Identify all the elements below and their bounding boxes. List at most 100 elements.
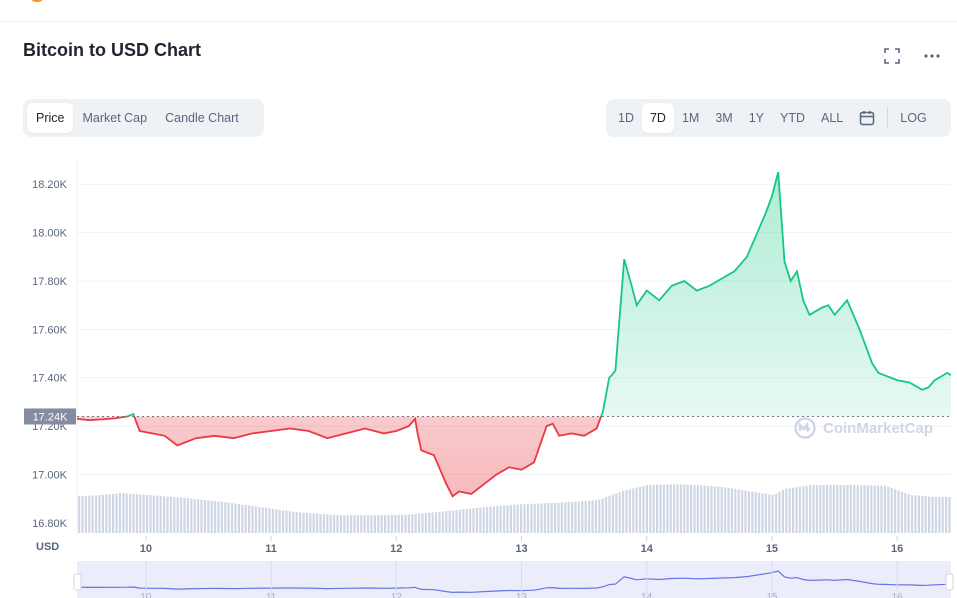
- volume-bar: [394, 514, 397, 533]
- volume-bar: [720, 486, 723, 533]
- volume-bar: [642, 486, 645, 533]
- volume-bar: [486, 506, 489, 533]
- volume-bar: [98, 495, 101, 533]
- volume-bar: [877, 485, 880, 533]
- range-ytd[interactable]: YTD: [780, 111, 806, 125]
- volume-bar: [176, 497, 179, 533]
- volume-bar: [142, 494, 145, 533]
- volume-bar: [679, 484, 682, 533]
- volume-bar: [180, 497, 183, 533]
- coinmarketcap-logo-icon: [794, 417, 816, 439]
- volume-bar: [554, 502, 557, 533]
- y-tick-label: 18.00K: [32, 228, 68, 240]
- volume-bar: [931, 496, 934, 533]
- volume-bar: [550, 502, 553, 533]
- volume-bar: [724, 487, 727, 533]
- volume-bar: [812, 485, 815, 533]
- volume-bar: [540, 503, 543, 533]
- price-area-up: [127, 172, 951, 417]
- log-scale-toggle[interactable]: LOG: [900, 111, 927, 125]
- volume-bar: [574, 501, 577, 533]
- volume-bar: [377, 515, 380, 533]
- tab-price[interactable]: Price: [27, 103, 74, 133]
- volume-bar: [326, 514, 329, 533]
- volume-bar: [173, 497, 176, 533]
- volume-bar: [934, 497, 937, 533]
- volume-bar: [785, 488, 788, 533]
- navigator-tick-label: 12: [391, 592, 403, 598]
- navigator[interactable]: 10 11 12 13 14 15 16: [73, 561, 954, 598]
- volume-bar: [737, 489, 740, 533]
- volume-bar: [190, 498, 193, 533]
- range-1y[interactable]: 1Y: [748, 111, 765, 125]
- range-7d[interactable]: 7D: [641, 103, 674, 133]
- volume-bar: [231, 503, 234, 533]
- volume-bar: [401, 514, 404, 533]
- calendar-icon[interactable]: [851, 103, 883, 133]
- baseline-label: 17.24K: [24, 408, 76, 425]
- tab-market-cap[interactable]: Market Cap: [82, 111, 148, 125]
- navigator-left-handle[interactable]: [73, 573, 82, 591]
- range-all[interactable]: ALL: [821, 111, 844, 125]
- volume-bar: [200, 499, 203, 533]
- volume-bar: [237, 504, 240, 533]
- volume-bar: [258, 506, 261, 533]
- volume-bar: [713, 486, 716, 533]
- volume-bar: [166, 496, 169, 533]
- navigator-right-handle[interactable]: [945, 573, 954, 591]
- volume-bar: [482, 507, 485, 533]
- volume-bar: [224, 502, 227, 533]
- volume-bar: [734, 488, 737, 533]
- volume-bar: [448, 510, 451, 533]
- price-chart[interactable]: 18.20K18.00K17.80K17.60K17.40K17.20K17.0…: [0, 150, 957, 598]
- volume-bar: [520, 504, 523, 533]
- volume-bar: [421, 513, 424, 533]
- more-horizontal-icon[interactable]: [920, 44, 944, 68]
- volume-bar: [924, 496, 927, 533]
- x-tick-label: 11: [265, 543, 277, 555]
- volume-bar: [210, 500, 213, 533]
- volume-bar: [673, 484, 676, 533]
- volume-bar: [115, 493, 118, 533]
- volume-bar: [152, 495, 155, 533]
- volume-bar: [849, 485, 852, 533]
- volume-bar: [860, 485, 863, 533]
- volume-bar: [707, 485, 710, 533]
- volume-bar: [622, 490, 625, 533]
- volume-bar: [584, 500, 587, 533]
- volume-bar: [543, 503, 546, 533]
- volume-bar: [917, 495, 920, 533]
- x-tick-label: 15: [766, 543, 778, 555]
- volume-bar: [129, 493, 132, 533]
- volume-bar: [669, 484, 672, 533]
- volume-bar: [268, 508, 271, 533]
- range-1m[interactable]: 1M: [681, 111, 700, 125]
- volume-bar: [560, 502, 563, 533]
- volume-bar: [418, 513, 421, 533]
- volume-bar: [819, 485, 822, 533]
- volume-bar: [288, 511, 291, 533]
- volume-bar: [163, 496, 166, 533]
- volume-bar: [754, 492, 757, 533]
- svg-text:17.24K: 17.24K: [33, 411, 69, 423]
- volume-bar: [380, 515, 383, 533]
- volume-bar: [894, 489, 897, 533]
- volume-bar: [792, 487, 795, 533]
- expand-icon[interactable]: [880, 44, 904, 68]
- view-tabs: Price Market Cap Candle Chart: [23, 99, 264, 137]
- range-3m[interactable]: 3M: [715, 111, 733, 125]
- navigator-tick-label: 11: [266, 592, 277, 598]
- volume-bar: [149, 495, 152, 533]
- volume-bar: [424, 513, 427, 533]
- range-1d[interactable]: 1D: [618, 111, 634, 125]
- tab-candle-chart[interactable]: Candle Chart: [165, 111, 239, 125]
- volume-bar: [703, 485, 706, 533]
- volume-bar: [95, 495, 98, 533]
- volume-bar: [275, 509, 278, 533]
- volume-bar: [771, 494, 774, 533]
- volume-bar: [601, 498, 604, 533]
- volume-bar: [336, 515, 339, 533]
- volume-bar: [363, 515, 366, 533]
- volume-bar: [503, 505, 506, 533]
- volume-bar: [251, 506, 254, 533]
